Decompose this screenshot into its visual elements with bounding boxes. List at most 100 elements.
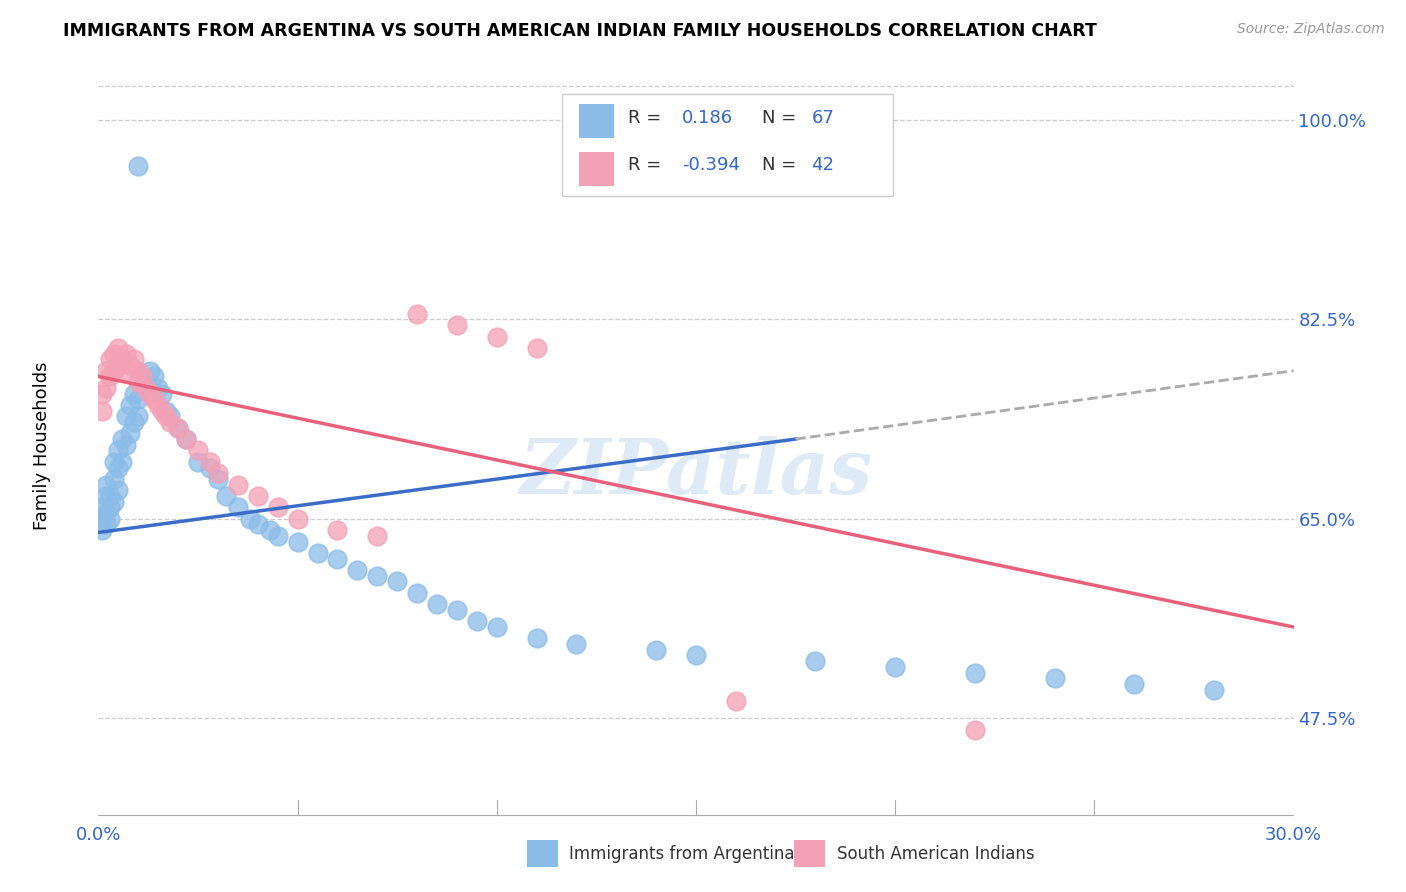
Point [107,460,129,475]
Point [174,432,197,446]
Point [167,420,190,434]
Point [98,500,122,515]
Point [135,381,157,395]
Point [107,483,129,498]
Text: 67: 67 [811,109,834,127]
Point [98,512,122,526]
Point [174,432,197,446]
Point [115,346,138,360]
Point [91,500,114,515]
Point [159,409,181,424]
Point [111,352,134,367]
Text: N =: N = [762,109,796,127]
Text: Family Households: Family Households [34,362,51,530]
Point [91,403,114,417]
Point [131,369,153,384]
Point [198,460,221,475]
Point [446,603,468,617]
Point [485,620,508,634]
Text: Immigrants from Argentina: Immigrants from Argentina [569,845,794,863]
Point [526,632,548,646]
Point [1043,671,1066,685]
Point [239,512,262,526]
Point [127,392,149,407]
Point [226,500,249,515]
Point [96,517,118,532]
Point [120,426,142,441]
Point [485,329,508,343]
Point [111,455,134,469]
Point [287,534,309,549]
Point [267,529,290,543]
Text: 42: 42 [811,156,834,174]
Point [1202,682,1225,697]
Point [963,723,986,737]
Point [426,597,449,611]
Point [96,381,118,395]
Point [124,352,146,367]
Point [115,409,138,424]
Point [406,307,429,321]
Point [103,472,125,486]
Point [207,472,229,486]
Point [135,375,157,389]
Point [565,637,588,651]
Point [724,694,747,708]
Point [346,563,368,577]
Text: South American Indians: South American Indians [837,845,1035,863]
Point [246,489,269,503]
Point [307,546,329,560]
Text: IMMIGRANTS FROM ARGENTINA VS SOUTH AMERICAN INDIAN FAMILY HOUSEHOLDS CORRELATION: IMMIGRANTS FROM ARGENTINA VS SOUTH AMERI… [63,22,1097,40]
Point [127,375,149,389]
Point [120,398,142,412]
Point [124,415,146,429]
Point [246,517,269,532]
Point [131,369,153,384]
Point [167,420,190,434]
Text: N =: N = [762,156,796,174]
Point [465,615,488,629]
Point [187,455,209,469]
Point [226,477,249,491]
Point [287,512,309,526]
Point [107,443,129,458]
Point [91,523,114,537]
Point [91,512,114,526]
Point [446,318,468,333]
Point [150,403,173,417]
Point [103,455,125,469]
Point [103,364,125,378]
Point [198,455,221,469]
Point [1123,677,1146,691]
Text: -0.394: -0.394 [682,156,740,174]
Point [645,642,668,657]
Text: Source: ZipAtlas.com: Source: ZipAtlas.com [1237,22,1385,37]
Point [103,494,125,508]
Text: 0.186: 0.186 [682,109,733,127]
Point [96,477,118,491]
Point [148,381,170,395]
Point [139,364,162,378]
Point [150,386,173,401]
Point [406,586,429,600]
Point [366,529,388,543]
Point [127,159,149,173]
Point [685,648,707,663]
Point [159,415,181,429]
Point [884,660,907,674]
Point [120,358,142,372]
Point [127,409,149,424]
Point [96,489,118,503]
Point [96,364,118,378]
Point [526,341,548,355]
Point [111,432,134,446]
Point [385,574,409,589]
Point [963,665,986,680]
Point [155,403,177,417]
Point [267,500,290,515]
Point [124,386,146,401]
Point [143,392,166,407]
Point [148,398,170,412]
Text: R =: R = [628,109,662,127]
Point [259,523,281,537]
